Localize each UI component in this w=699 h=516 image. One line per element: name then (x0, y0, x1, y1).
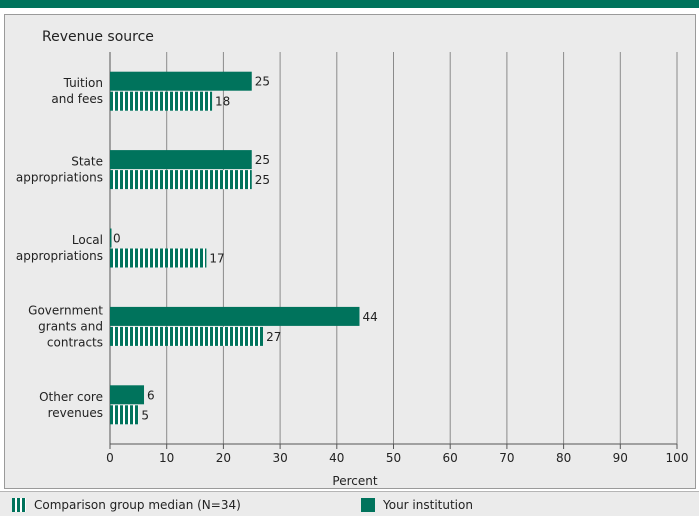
legend-label-median: Comparison group median (N=34) (34, 498, 241, 512)
data-label: 5 (141, 408, 149, 422)
data-label: 25 (255, 153, 270, 167)
x-tick-label: 30 (272, 451, 287, 465)
x-tick-label: 20 (216, 451, 231, 465)
median-swatch-icon (12, 498, 26, 512)
legend-item-yours: Your institution (361, 497, 473, 513)
institution-swatch-icon (361, 498, 375, 512)
data-label: 25 (255, 75, 270, 89)
data-label: 27 (266, 330, 281, 344)
data-label: 44 (362, 310, 377, 324)
revenue-chart: Revenue source 25 18 25 25 0 17 44 27 6 5 Tuition… (16, 29, 689, 488)
bar-comparison-median (110, 248, 207, 268)
x-tick-label: 70 (499, 451, 514, 465)
category-label: Other core revenues (39, 390, 103, 420)
x-axis-label: Percent (332, 474, 377, 488)
data-label: 18 (215, 95, 230, 109)
bar-comparison-median (110, 170, 252, 190)
bar-your-institution (110, 150, 252, 170)
x-tick-label: 80 (556, 451, 571, 465)
legend-label-yours: Your institution (383, 498, 473, 512)
bar-your-institution (110, 228, 112, 248)
x-tick-label: 40 (329, 451, 344, 465)
x-tick-label: 10 (159, 451, 174, 465)
category-labels: Tuition and fees State appropriations Local a… (16, 76, 103, 420)
bar-your-institution (110, 71, 252, 91)
x-tick-label: 60 (443, 451, 458, 465)
legend: Comparison group median (N=34) Your inst… (0, 491, 699, 516)
category-label: State appropriations (16, 155, 103, 185)
data-label: 17 (209, 252, 224, 266)
bar-comparison-median (110, 326, 264, 346)
bar-your-institution (110, 306, 360, 326)
bar-comparison-median (110, 405, 139, 425)
x-tick-label: 100 (666, 451, 689, 465)
x-tick-label: 50 (386, 451, 401, 465)
bar-comparison-median (110, 91, 213, 111)
legend-item-median: Comparison group median (N=34) (12, 497, 241, 513)
category-label: Local appropriations (16, 233, 103, 263)
category-label: Government grants and contracts (28, 303, 103, 349)
x-tick-label: 90 (613, 451, 628, 465)
category-label: Tuition and fees (51, 76, 103, 106)
data-label: 25 (255, 173, 270, 187)
x-axis-ticks: 0 10 20 30 40 50 60 70 80 90 100 (106, 444, 688, 465)
bar-your-institution (110, 385, 145, 405)
bars: 25 18 25 25 0 17 44 27 6 5 (110, 71, 378, 425)
data-label: 6 (147, 388, 155, 402)
x-tick-label: 0 (106, 451, 114, 465)
header-bar (0, 0, 699, 8)
data-label: 0 (113, 232, 121, 246)
gridlines (109, 52, 678, 445)
chart-title: Revenue source (42, 29, 154, 45)
